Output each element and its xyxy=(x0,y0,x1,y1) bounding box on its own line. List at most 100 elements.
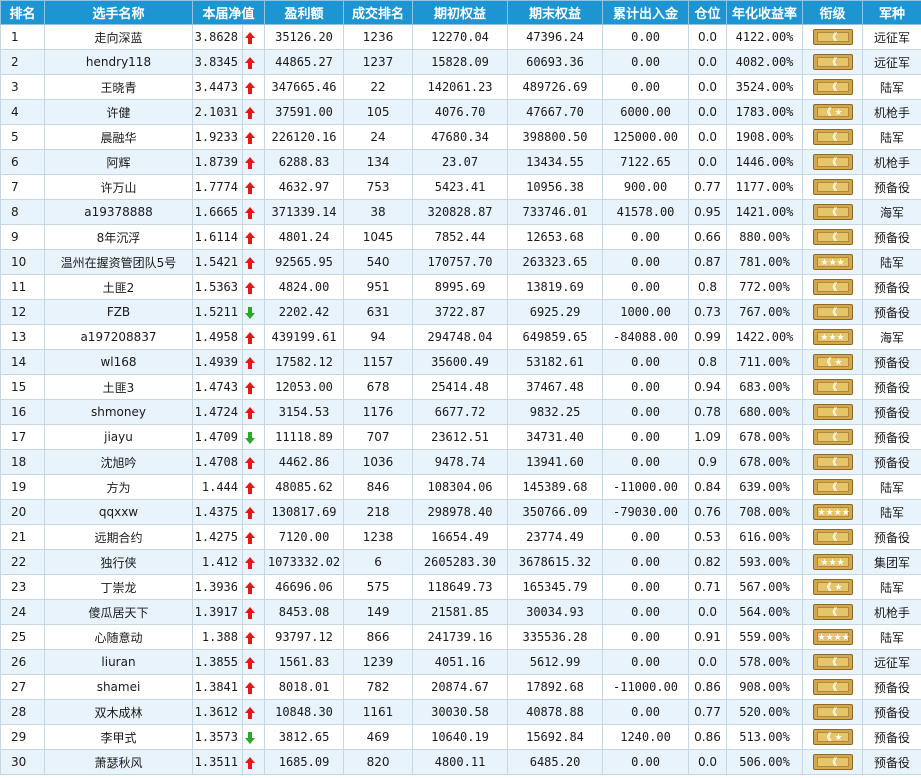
cell-profit: 3812.65 xyxy=(264,724,345,750)
rank-insignia-icon: 《 xyxy=(812,604,853,620)
cell-trend xyxy=(241,449,266,475)
rank-insignia-icon: 《 xyxy=(812,454,853,470)
cell-player-name[interactable]: qqxxw xyxy=(44,499,193,525)
cell-player-name[interactable]: 许健 xyxy=(44,99,193,125)
rank-insignia-icon: 《 xyxy=(812,304,853,320)
cell-profit: 12053.00 xyxy=(264,374,345,400)
cell-player-name[interactable]: jiayu xyxy=(44,424,193,450)
cell-player-name[interactable]: 走向深蓝 xyxy=(44,24,193,50)
table-row: 28 双木成林 1.3612 10848.30 1161 30030.58 40878.88… xyxy=(0,699,921,725)
cell-player-name[interactable]: a197208837 xyxy=(44,324,193,350)
header-profit[interactable]: 盈利额 xyxy=(264,0,345,25)
cell-nav: 3.8628 xyxy=(192,24,243,50)
cell-player-name[interactable]: 独行侠 xyxy=(44,549,193,575)
cell-army: 预备役 xyxy=(862,699,921,725)
cell-nav: 1.5363 xyxy=(192,274,243,300)
cell-player-name[interactable]: 心随意动 xyxy=(44,624,193,650)
cell-player-name[interactable]: 傻瓜居天下 xyxy=(44,599,193,625)
rank-insignia-icon: 《 xyxy=(812,79,853,95)
cell-nav: 1.4958 xyxy=(192,324,243,350)
cell-trade-rank: 38 xyxy=(343,199,414,225)
cell-player-name[interactable]: 双木成林 xyxy=(44,699,193,725)
rank-insignia-icon: 《 xyxy=(812,179,853,195)
cell-rank-badge: 《 xyxy=(802,699,864,725)
cell-rank: 29 xyxy=(0,724,45,750)
table-row: 3 王晓青 3.4473 347665.46 22 142061.23 489726.69 0… xyxy=(0,74,921,100)
cell-trade-rank: 782 xyxy=(343,674,414,700)
header-end-equity[interactable]: 期末权益 xyxy=(507,0,604,25)
header-army[interactable]: 军种 xyxy=(862,0,921,25)
cell-rank: 18 xyxy=(0,449,45,475)
cell-start-equity: 4800.11 xyxy=(412,749,509,775)
cell-player-name[interactable]: shmoney xyxy=(44,399,193,425)
cell-player-name[interactable]: hendry118 xyxy=(44,49,193,75)
cell-trade-rank: 846 xyxy=(343,474,414,500)
cell-player-name[interactable]: 许万山 xyxy=(44,174,193,200)
cell-player-name[interactable]: 晨融华 xyxy=(44,124,193,150)
header-position[interactable]: 仓位 xyxy=(688,0,728,25)
header-rank[interactable]: 排名 xyxy=(0,0,45,25)
cell-player-name[interactable]: a19378888 xyxy=(44,199,193,225)
cell-player-name[interactable]: FZB xyxy=(44,299,193,325)
cell-rank: 28 xyxy=(0,699,45,725)
cell-end-equity: 13819.69 xyxy=(507,274,604,300)
header-start-equity[interactable]: 期初权益 xyxy=(412,0,509,25)
cell-player-name[interactable]: 李甲式 xyxy=(44,724,193,750)
header-nav[interactable]: 本届净值 xyxy=(191,0,266,25)
arrow-up-icon xyxy=(245,31,255,44)
cell-player-name[interactable]: 远期合约 xyxy=(44,524,193,550)
header-player-name[interactable]: 选手名称 xyxy=(44,0,193,25)
cell-nav: 1.412 xyxy=(192,549,243,575)
cell-player-name[interactable]: 沈旭吟 xyxy=(44,449,193,475)
cell-rank: 21 xyxy=(0,524,45,550)
cell-army: 预备役 xyxy=(862,749,921,775)
cell-start-equity: 241739.16 xyxy=(412,624,509,650)
cell-player-name[interactable]: 丁崇龙 xyxy=(44,574,193,600)
cell-player-name[interactable]: shamei xyxy=(44,674,193,700)
cell-annual-return: 1908.00% xyxy=(726,124,804,150)
cell-net-inflow: 0.00 xyxy=(602,449,690,475)
cell-rank: 12 xyxy=(0,299,45,325)
cell-player-name[interactable]: 土匪2 xyxy=(44,274,193,300)
cell-rank: 22 xyxy=(0,549,45,575)
cell-army: 预备役 xyxy=(862,349,921,375)
cell-player-name[interactable]: 王晓青 xyxy=(44,74,193,100)
cell-player-name[interactable]: 温州在握资管团队5号 xyxy=(44,249,193,275)
arrow-up-icon xyxy=(245,531,255,544)
cell-rank: 2 xyxy=(0,49,45,75)
cell-end-equity: 17892.68 xyxy=(507,674,604,700)
header-trade-rank[interactable]: 成交排名 xyxy=(343,0,414,25)
rank-insignia-icon: ★★★★ xyxy=(812,629,853,645)
cell-rank: 26 xyxy=(0,649,45,675)
cell-start-equity: 10640.19 xyxy=(412,724,509,750)
header-annual-return[interactable]: 年化收益率 xyxy=(726,0,804,25)
cell-player-name[interactable]: 方为 xyxy=(44,474,193,500)
cell-trend xyxy=(241,474,266,500)
cell-player-name[interactable]: 阿辉 xyxy=(44,149,193,175)
cell-annual-return: 880.00% xyxy=(726,224,804,250)
cell-position: 0.94 xyxy=(688,374,728,400)
cell-net-inflow: 900.00 xyxy=(602,174,690,200)
cell-player-name[interactable]: 萧瑟秋风 xyxy=(44,749,193,775)
cell-start-equity: 3722.87 xyxy=(412,299,509,325)
arrow-up-icon xyxy=(245,206,255,219)
cell-player-name[interactable]: liuran xyxy=(44,649,193,675)
header-rank-badge[interactable]: 衔级 xyxy=(802,0,864,25)
cell-rank-badge: 《 xyxy=(802,299,864,325)
cell-nav: 1.3511 xyxy=(192,749,243,775)
cell-player-name[interactable]: wl168 xyxy=(44,349,193,375)
cell-rank: 10 xyxy=(0,249,45,275)
cell-end-equity: 34731.40 xyxy=(507,424,604,450)
table-row: 23 丁崇龙 1.3936 46696.06 575 118649.73 165345.79… xyxy=(0,574,921,600)
table-row: 17 jiayu 1.4709 11118.89 707 23612.51 34731.40… xyxy=(0,424,921,450)
arrow-up-icon xyxy=(245,656,255,669)
cell-army: 机枪手 xyxy=(862,149,921,175)
cell-position: 0.0 xyxy=(688,124,728,150)
cell-nav: 1.3573 xyxy=(192,724,243,750)
table-row: 6 阿辉 1.8739 6288.83 134 23.07 13434.55 7122.65 0… xyxy=(0,149,921,175)
cell-nav: 1.7774 xyxy=(192,174,243,200)
cell-player-name[interactable]: 8年沉浮 xyxy=(44,224,193,250)
cell-player-name[interactable]: 土匪3 xyxy=(44,374,193,400)
cell-rank: 27 xyxy=(0,674,45,700)
header-net-inflow[interactable]: 累计出入金 xyxy=(602,0,690,25)
